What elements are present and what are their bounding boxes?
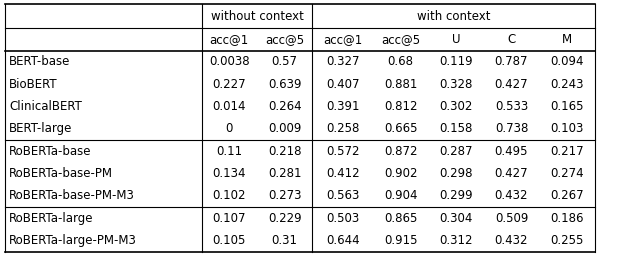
Text: 0.495: 0.495 — [495, 145, 528, 158]
Text: 0.57: 0.57 — [272, 55, 298, 68]
Text: 0.327: 0.327 — [326, 55, 360, 68]
Text: 0.094: 0.094 — [550, 55, 584, 68]
Text: RoBERTa-large: RoBERTa-large — [9, 212, 93, 225]
Text: 0.014: 0.014 — [212, 100, 246, 113]
Text: 0.312: 0.312 — [439, 234, 473, 247]
Text: 0.258: 0.258 — [326, 122, 360, 135]
Text: 0.572: 0.572 — [326, 145, 360, 158]
Text: 0.665: 0.665 — [384, 122, 417, 135]
Text: BERT-large: BERT-large — [9, 122, 72, 135]
Text: 0.432: 0.432 — [495, 234, 528, 247]
Text: 0.644: 0.644 — [326, 234, 360, 247]
Text: 0.227: 0.227 — [212, 78, 246, 91]
Text: 0.787: 0.787 — [495, 55, 528, 68]
Text: 0.299: 0.299 — [439, 189, 473, 202]
Text: 0.102: 0.102 — [212, 189, 246, 202]
Text: 0.407: 0.407 — [326, 78, 360, 91]
Text: 0.31: 0.31 — [272, 234, 298, 247]
Text: 0.103: 0.103 — [550, 122, 584, 135]
Text: 0.273: 0.273 — [268, 189, 301, 202]
Text: 0.328: 0.328 — [440, 78, 473, 91]
Text: 0.412: 0.412 — [326, 167, 360, 180]
Text: 0.243: 0.243 — [550, 78, 584, 91]
Text: 0.427: 0.427 — [495, 78, 528, 91]
Text: M: M — [562, 33, 572, 46]
Text: 0.432: 0.432 — [495, 189, 528, 202]
Text: 0.274: 0.274 — [550, 167, 584, 180]
Text: 0.391: 0.391 — [326, 100, 360, 113]
Text: 0.255: 0.255 — [550, 234, 584, 247]
Text: RoBERTa-large-PM-M3: RoBERTa-large-PM-M3 — [9, 234, 137, 247]
Text: 0.865: 0.865 — [384, 212, 417, 225]
Text: acc@1: acc@1 — [210, 33, 249, 46]
Text: 0.281: 0.281 — [268, 167, 301, 180]
Text: BERT-base: BERT-base — [9, 55, 70, 68]
Text: 0.812: 0.812 — [384, 100, 417, 113]
Text: acc@1: acc@1 — [323, 33, 362, 46]
Text: RoBERTa-base: RoBERTa-base — [9, 145, 92, 158]
Text: RoBERTa-base-PM: RoBERTa-base-PM — [9, 167, 113, 180]
Text: 0.304: 0.304 — [440, 212, 473, 225]
Text: 0.229: 0.229 — [268, 212, 301, 225]
Text: C: C — [508, 33, 516, 46]
Text: 0.267: 0.267 — [550, 189, 584, 202]
Text: 0.881: 0.881 — [384, 78, 417, 91]
Text: 0.904: 0.904 — [384, 189, 417, 202]
Text: acc@5: acc@5 — [265, 33, 304, 46]
Text: 0.298: 0.298 — [439, 167, 473, 180]
Text: 0.68: 0.68 — [388, 55, 413, 68]
Text: 0.186: 0.186 — [550, 212, 584, 225]
Text: 0.105: 0.105 — [212, 234, 246, 247]
Text: 0.509: 0.509 — [495, 212, 528, 225]
Text: 0.915: 0.915 — [384, 234, 417, 247]
Text: 0.107: 0.107 — [212, 212, 246, 225]
Text: 0.0038: 0.0038 — [209, 55, 250, 68]
Text: BioBERT: BioBERT — [9, 78, 58, 91]
Text: 0.165: 0.165 — [550, 100, 584, 113]
Text: 0.563: 0.563 — [326, 189, 360, 202]
Text: 0.009: 0.009 — [268, 122, 301, 135]
Text: 0.302: 0.302 — [440, 100, 473, 113]
Text: 0.217: 0.217 — [550, 145, 584, 158]
Text: 0: 0 — [226, 122, 233, 135]
Text: 0.503: 0.503 — [326, 212, 359, 225]
Text: acc@5: acc@5 — [381, 33, 420, 46]
Text: ClinicalBERT: ClinicalBERT — [9, 100, 82, 113]
Text: 0.158: 0.158 — [440, 122, 473, 135]
Text: 0.902: 0.902 — [384, 167, 417, 180]
Text: without context: without context — [211, 10, 303, 23]
Text: 0.639: 0.639 — [268, 78, 301, 91]
Text: with context: with context — [417, 10, 490, 23]
Text: 0.287: 0.287 — [439, 145, 473, 158]
Text: 0.533: 0.533 — [495, 100, 528, 113]
Text: 0.119: 0.119 — [439, 55, 473, 68]
Text: 0.134: 0.134 — [212, 167, 246, 180]
Text: 0.264: 0.264 — [268, 100, 301, 113]
Text: RoBERTa-base-PM-M3: RoBERTa-base-PM-M3 — [9, 189, 135, 202]
Text: 0.427: 0.427 — [495, 167, 528, 180]
Text: 0.218: 0.218 — [268, 145, 301, 158]
Text: U: U — [452, 33, 460, 46]
Text: 0.872: 0.872 — [384, 145, 417, 158]
Text: 0.738: 0.738 — [495, 122, 528, 135]
Text: 0.11: 0.11 — [216, 145, 243, 158]
